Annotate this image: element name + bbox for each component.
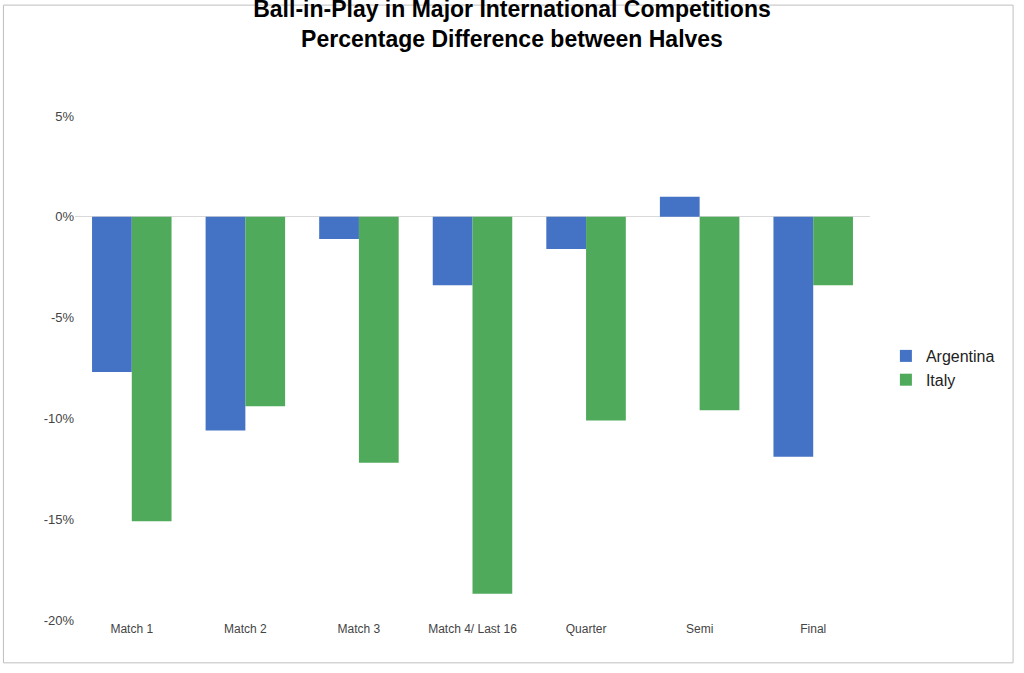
svg-text:Final: Final bbox=[800, 622, 826, 636]
svg-text:-15%: -15% bbox=[44, 512, 75, 527]
svg-text:-10%: -10% bbox=[44, 411, 75, 426]
svg-text:Match 3: Match 3 bbox=[338, 622, 381, 636]
svg-text:5%: 5% bbox=[55, 109, 74, 124]
svg-text:-20%: -20% bbox=[44, 613, 75, 628]
svg-text:Ball-in-Play in Major Internat: Ball-in-Play in Major International Comp… bbox=[253, 0, 771, 52]
svg-text:Match 1: Match 1 bbox=[110, 622, 153, 636]
svg-text:Italy: Italy bbox=[926, 372, 955, 389]
svg-text:Match 2: Match 2 bbox=[224, 622, 267, 636]
svg-text:-5%: -5% bbox=[51, 310, 75, 325]
svg-text:Semi: Semi bbox=[686, 622, 713, 636]
svg-text:Argentina: Argentina bbox=[926, 348, 995, 365]
svg-text:Quarter: Quarter bbox=[566, 622, 607, 636]
svg-text:Match 4/ Last 16: Match 4/ Last 16 bbox=[428, 622, 517, 636]
svg-text:0%: 0% bbox=[55, 209, 74, 224]
